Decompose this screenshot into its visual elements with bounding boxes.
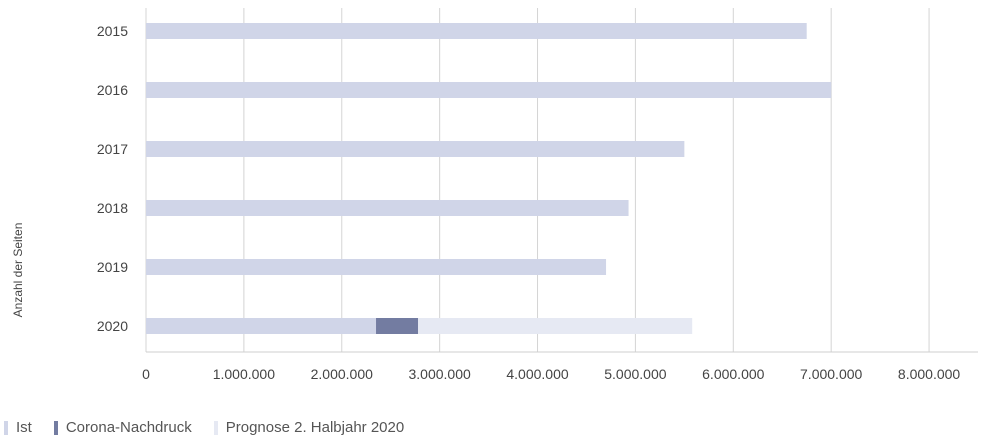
bars xyxy=(146,23,832,334)
bar-2018-ist xyxy=(146,200,629,216)
y-tick-label: 2019 xyxy=(97,259,128,275)
y-axis-label: Anzahl der Seiten xyxy=(11,223,25,318)
y-tick-label: 2018 xyxy=(97,200,128,216)
y-tick-label: 2017 xyxy=(97,141,128,157)
x-tick-label: 1.000.000 xyxy=(213,366,275,382)
bar-2020-ist xyxy=(146,318,377,334)
x-tick-label: 2.000.000 xyxy=(311,366,373,382)
bar-2017-ist xyxy=(146,141,685,157)
bar-2015-ist xyxy=(146,23,807,39)
legend-item-ist: Ist xyxy=(4,419,32,436)
x-tick-label: 8.000.000 xyxy=(898,366,960,382)
bar-2019-ist xyxy=(146,259,607,275)
y-tick-label: 2015 xyxy=(97,23,128,39)
x-tick-label: 4.000.000 xyxy=(506,366,568,382)
x-tick-label: 6.000.000 xyxy=(702,366,764,382)
legend-item-corona-nachdruck: Corona-Nachdruck xyxy=(53,419,192,436)
y-tick-label: 2020 xyxy=(97,318,128,334)
bar-2020-prognose-2-halbjahr-2020 xyxy=(418,318,693,334)
x-tick-label: 3.000.000 xyxy=(408,366,470,382)
legend-item-prognose: Prognose 2. Halbjahr 2020 xyxy=(213,419,405,436)
y-tick-label: 2016 xyxy=(97,82,128,98)
bar-2016-ist xyxy=(146,82,832,98)
bar-2020-corona-nachdruck xyxy=(376,318,419,334)
legend-label-ist: Ist xyxy=(16,419,32,436)
x-tick-label: 5.000.000 xyxy=(604,366,666,382)
x-tick-label: 0 xyxy=(142,366,150,382)
legend-swatch-ist xyxy=(4,420,8,435)
legend-label-prognose: Prognose 2. Halbjahr 2020 xyxy=(225,419,405,436)
x-tick-label: 7.000.000 xyxy=(800,366,862,382)
x-tick-labels: 0 1.000.000 2.000.000 3.000.000 4.000.000 5.0… xyxy=(142,366,960,382)
y-tick-labels: 2015 2016 2017 2018 2019 2020 xyxy=(97,23,128,334)
legend-swatch-prognose xyxy=(213,420,218,435)
grid-lines xyxy=(145,8,930,352)
legend-swatch-corona-nachdruck xyxy=(53,420,58,435)
legend: Ist Corona-Nachdruck Prognose 2. Halbjah… xyxy=(4,419,426,436)
legend-label-corona-nachdruck: Corona-Nachdruck xyxy=(65,419,192,436)
